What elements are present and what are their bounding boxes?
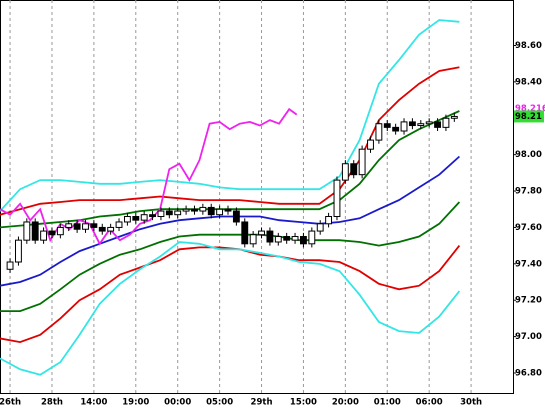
candle-body bbox=[123, 216, 131, 223]
candle-body bbox=[174, 210, 182, 216]
candle-body bbox=[90, 223, 98, 228]
x-tick-label: 26th bbox=[0, 398, 21, 408]
x-tick-label: 06:00 bbox=[416, 398, 443, 408]
indicator-line bbox=[0, 19, 460, 212]
indicator-line bbox=[0, 241, 461, 376]
y-tick-label: 97.00 bbox=[515, 332, 542, 342]
x-tick-label: 00:00 bbox=[164, 398, 191, 408]
marker-price-label: 98.216 bbox=[515, 104, 545, 114]
axes: 26th 28th 14:00 19:00 00:00 05:00 29th 15:00 20:… bbox=[0, 41, 545, 408]
candle-body bbox=[6, 261, 14, 270]
candle-body bbox=[56, 226, 64, 236]
candle-body bbox=[434, 121, 441, 128]
candle-body bbox=[73, 223, 81, 230]
x-tick-label: 01:00 bbox=[374, 398, 401, 408]
y-tick-label: 97.80 bbox=[515, 187, 542, 197]
y-tick-label: 97.40 bbox=[515, 259, 542, 269]
y-tick-label: 98.60 bbox=[515, 41, 542, 51]
candle-body bbox=[132, 216, 140, 221]
x-tick-label: 30th bbox=[460, 398, 482, 408]
y-tick-label: 98.40 bbox=[515, 77, 542, 87]
candle-body bbox=[15, 239, 22, 263]
y-tick-label: 96.80 bbox=[515, 368, 542, 378]
candles bbox=[6, 112, 458, 273]
candle-body bbox=[232, 210, 240, 223]
indicator-line bbox=[0, 66, 460, 216]
candle-body bbox=[383, 123, 391, 128]
candle-body bbox=[40, 230, 48, 241]
indicator-line bbox=[0, 155, 461, 287]
candle-body bbox=[107, 226, 115, 232]
candle-body bbox=[241, 221, 249, 245]
candle-body bbox=[140, 214, 148, 221]
candle-body bbox=[157, 210, 165, 218]
candle-body bbox=[266, 230, 274, 243]
candle-body bbox=[450, 115, 458, 119]
candle-body bbox=[82, 223, 89, 230]
candle-body bbox=[274, 236, 282, 243]
candle-body bbox=[191, 208, 198, 212]
candle-body bbox=[149, 214, 156, 218]
candle-body bbox=[291, 236, 299, 241]
candle-body bbox=[333, 179, 341, 218]
candle-body bbox=[23, 221, 31, 241]
indicator-line bbox=[0, 107, 298, 246]
candle-body bbox=[425, 121, 433, 125]
candle-body bbox=[258, 230, 265, 236]
candle-body bbox=[31, 221, 39, 241]
y-tick-label: 97.20 bbox=[515, 296, 542, 306]
candle-body bbox=[308, 230, 316, 245]
candle-body bbox=[408, 121, 416, 127]
last-price-box bbox=[514, 110, 544, 123]
y-tick-label: 98.00 bbox=[515, 150, 542, 160]
candle-body bbox=[98, 226, 106, 232]
candle-body bbox=[65, 223, 73, 228]
x-tick-label: 14:00 bbox=[80, 398, 107, 408]
candle-body bbox=[182, 208, 190, 212]
candle-body bbox=[392, 126, 400, 132]
plot-area bbox=[0, 0, 514, 394]
candle-body bbox=[207, 206, 215, 216]
last-price-label: 98.21 bbox=[515, 112, 542, 122]
candle-body bbox=[442, 117, 450, 128]
candle-body bbox=[400, 121, 408, 132]
candle-body bbox=[48, 230, 56, 236]
x-tick-label: 29th bbox=[251, 398, 273, 408]
candle-body bbox=[199, 206, 207, 212]
candle-body bbox=[350, 163, 358, 176]
candle-body bbox=[300, 236, 307, 245]
indicator-line bbox=[0, 245, 461, 344]
candle-body bbox=[283, 236, 291, 241]
candle-body bbox=[417, 123, 425, 127]
candle-body bbox=[358, 148, 366, 176]
candle-body bbox=[325, 216, 333, 225]
candle-body bbox=[224, 208, 232, 212]
x-tick-label: 15:00 bbox=[290, 398, 317, 408]
x-tick-label: 28th bbox=[41, 398, 63, 408]
candle-body bbox=[341, 163, 349, 181]
candle-body bbox=[115, 221, 123, 228]
x-tick-label: 19:00 bbox=[122, 398, 149, 408]
candle-body bbox=[216, 208, 224, 216]
y-tick-label: 97.60 bbox=[515, 223, 542, 233]
indicator-line bbox=[0, 201, 461, 312]
x-tick-label: 05:00 bbox=[206, 398, 233, 408]
candle-body bbox=[316, 223, 324, 232]
x-tick-label: 20:00 bbox=[332, 398, 359, 408]
candle-body bbox=[375, 123, 383, 141]
candle-body bbox=[367, 139, 374, 150]
candle-body bbox=[165, 210, 173, 216]
candle-body bbox=[249, 234, 257, 245]
